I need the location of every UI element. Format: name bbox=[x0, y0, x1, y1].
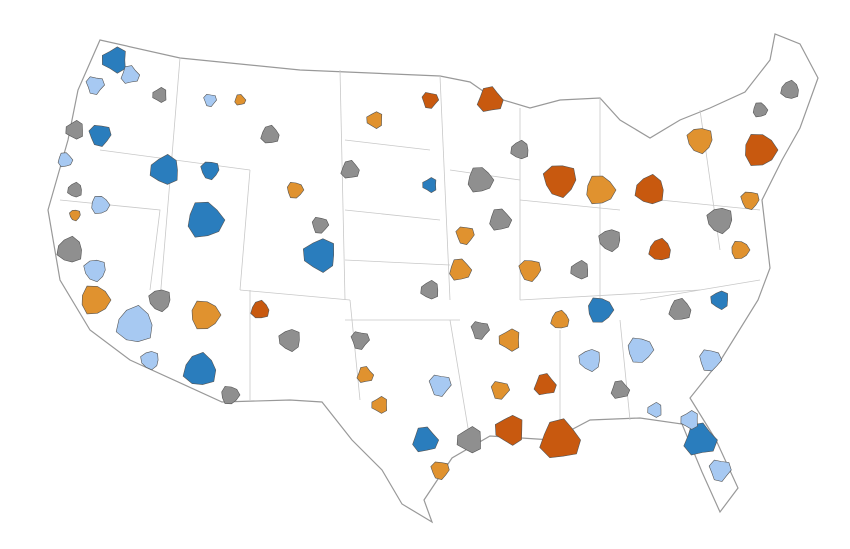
metro-area bbox=[510, 139, 529, 160]
metro-area bbox=[203, 93, 217, 108]
metro-area bbox=[420, 279, 439, 300]
metro-area bbox=[647, 401, 662, 418]
metro-area bbox=[430, 461, 450, 481]
metro-area bbox=[533, 373, 557, 396]
metro-area bbox=[745, 134, 779, 166]
metro-area bbox=[422, 177, 437, 193]
state-border bbox=[619, 319, 631, 421]
metro-area bbox=[120, 65, 141, 84]
metro-area bbox=[710, 290, 728, 311]
metro-area bbox=[542, 165, 577, 199]
metro-area bbox=[311, 216, 330, 234]
metro-area bbox=[83, 259, 106, 283]
metro-area bbox=[467, 167, 495, 193]
metro-area bbox=[152, 87, 167, 103]
metro-area bbox=[148, 289, 171, 313]
metro-area bbox=[56, 235, 82, 263]
metro-area bbox=[780, 79, 799, 99]
metro-area bbox=[187, 201, 226, 238]
metro-area bbox=[221, 386, 241, 405]
metro-area bbox=[518, 260, 542, 283]
state-border bbox=[344, 139, 431, 151]
state-border bbox=[344, 209, 441, 221]
state-border bbox=[519, 199, 621, 211]
metro-area bbox=[683, 422, 718, 456]
state-border bbox=[239, 289, 351, 301]
metro-area bbox=[490, 381, 511, 400]
metro-area bbox=[234, 94, 247, 106]
metro-area bbox=[81, 285, 112, 315]
state-border bbox=[439, 75, 451, 301]
state-border bbox=[239, 169, 251, 291]
metro-area bbox=[250, 299, 270, 319]
metro-area bbox=[356, 366, 375, 383]
metro-area bbox=[708, 459, 732, 482]
metro-area bbox=[470, 321, 490, 340]
state-border bbox=[659, 199, 761, 211]
metro-area bbox=[115, 304, 153, 343]
metro-area bbox=[260, 124, 280, 144]
metro-area bbox=[191, 300, 222, 330]
metro-area bbox=[101, 46, 126, 74]
metro-area bbox=[498, 328, 520, 352]
metro-area bbox=[428, 374, 452, 397]
metro-area bbox=[57, 152, 74, 168]
metro-area bbox=[598, 229, 621, 253]
metro-area bbox=[149, 154, 178, 185]
metro-area bbox=[421, 92, 440, 109]
metro-area bbox=[456, 426, 481, 454]
metro-area bbox=[371, 396, 388, 414]
metro-area bbox=[302, 238, 335, 273]
state-border bbox=[519, 289, 701, 301]
metro-area bbox=[627, 337, 655, 363]
metro-area bbox=[668, 297, 692, 320]
metro-area bbox=[634, 173, 664, 205]
metro-area bbox=[648, 237, 671, 261]
metro-area bbox=[67, 181, 82, 198]
metro-area bbox=[586, 175, 617, 205]
state-border bbox=[449, 319, 471, 441]
metro-area bbox=[494, 414, 523, 446]
metro-area bbox=[539, 418, 581, 459]
metro-area bbox=[740, 191, 760, 211]
metro-area bbox=[85, 76, 105, 95]
metro-area bbox=[476, 86, 504, 112]
metro-area bbox=[278, 329, 300, 353]
metro-area bbox=[455, 226, 475, 246]
state-border bbox=[339, 69, 346, 301]
metro-area bbox=[550, 309, 570, 329]
metro-area bbox=[350, 331, 370, 350]
country-outline bbox=[47, 33, 819, 524]
metro-area bbox=[65, 120, 83, 140]
metro-area bbox=[140, 351, 159, 371]
state-border bbox=[344, 259, 451, 266]
metro-area bbox=[578, 349, 600, 373]
metro-area bbox=[449, 258, 473, 281]
metro-area bbox=[731, 240, 751, 260]
metro-area bbox=[610, 380, 631, 399]
metro-area bbox=[69, 209, 81, 222]
metro-area bbox=[699, 349, 723, 372]
metro-area bbox=[680, 410, 698, 430]
metro-area bbox=[752, 102, 769, 118]
metro-area bbox=[588, 297, 615, 323]
metro-area bbox=[686, 128, 713, 155]
metro-area bbox=[88, 124, 112, 147]
metro-area bbox=[182, 351, 217, 385]
metro-area bbox=[340, 159, 360, 179]
metro-area bbox=[91, 195, 111, 214]
metro-area bbox=[570, 259, 589, 280]
state-border bbox=[349, 299, 361, 401]
metro-area bbox=[200, 161, 220, 181]
state-border bbox=[159, 179, 171, 301]
metro-area bbox=[412, 426, 440, 453]
metro-area bbox=[286, 181, 305, 199]
state-border bbox=[639, 279, 761, 301]
metro-area bbox=[489, 208, 513, 231]
metro-area bbox=[366, 111, 383, 129]
metro-area bbox=[706, 207, 733, 235]
